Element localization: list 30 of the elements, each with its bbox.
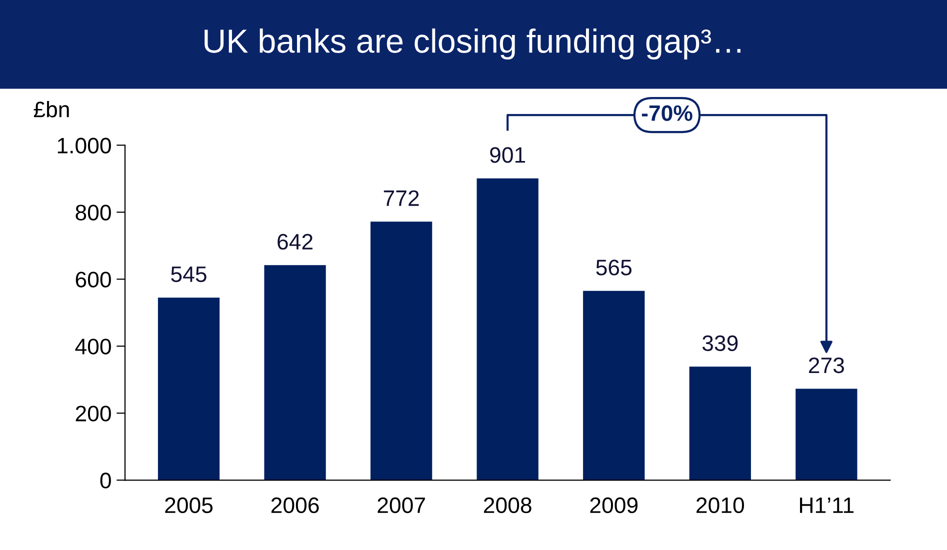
data-label: 545 (171, 266, 206, 282)
y-tick-label: 200 (76, 406, 111, 422)
x-tick-label: 2005 (165, 497, 213, 514)
bar (158, 298, 220, 480)
y-axis-title: £bn (34, 101, 69, 118)
bar (689, 366, 751, 480)
data-label: 339 (702, 335, 738, 352)
y-tick-label: 600 (76, 272, 111, 288)
text: -70% (642, 105, 692, 122)
x-tick-label: H1’11 (800, 498, 854, 513)
x-tick-label: 2006 (271, 497, 319, 514)
bar (476, 178, 538, 480)
data-label: 901 (490, 147, 526, 163)
data-label: 642 (278, 234, 312, 250)
x-tick-label: 2007 (378, 497, 425, 514)
data-label: 273 (808, 357, 844, 374)
bar (264, 265, 326, 480)
y-tick-label: 1.000 (58, 138, 111, 154)
y-tick-label: 0 (100, 472, 111, 488)
y-tick-label: 800 (76, 204, 111, 220)
x-tick-label: 2010 (696, 497, 744, 514)
data-label: 565 (596, 260, 632, 276)
x-tick-label: 2008 (484, 497, 532, 514)
bar (583, 290, 645, 480)
bar (370, 222, 432, 480)
y-tick-label: 400 (75, 338, 111, 354)
bar (796, 388, 858, 480)
x-tick-label: 2009 (590, 497, 638, 514)
data-label: 772 (384, 190, 419, 206)
chart-title: UK banks are closing funding gap³… (204, 28, 740, 60)
